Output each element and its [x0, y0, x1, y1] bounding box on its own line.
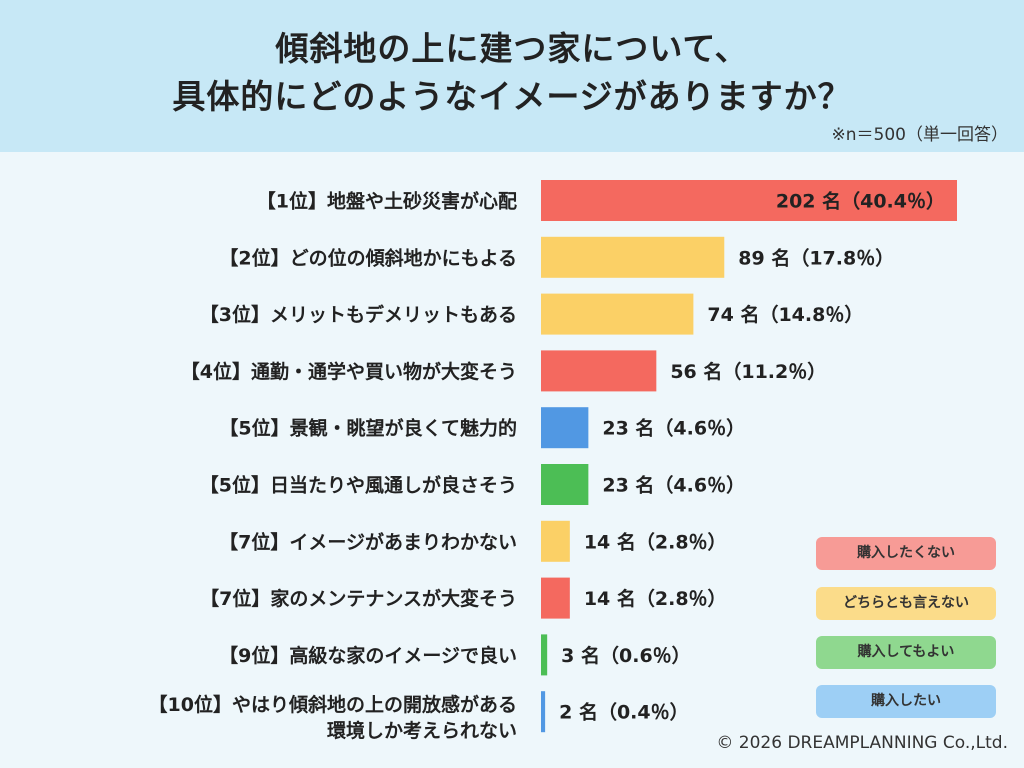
- value-label-3: 74 名（14.8％）: [707, 303, 863, 326]
- value-label-1: 202 名（40.4％）: [776, 190, 945, 213]
- copyright: © 2026 DREAMPLANNING Co.,Ltd.: [716, 733, 1008, 753]
- category-label-5: 【5位】景観・眺望が良くて魅力的: [219, 417, 517, 440]
- bar-10: [541, 691, 546, 733]
- category-label-6: 【5位】日当たりや風通しが良さそう: [200, 474, 517, 497]
- category-label-7: 【7位】イメージがあまりわかない: [219, 530, 517, 553]
- value-label-6: 23 名（4.6％）: [602, 474, 745, 497]
- chart-title-line-2: 具体的にどのようなイメージがありますか？: [172, 77, 852, 116]
- bar-1: [541, 180, 957, 221]
- bar-6: [541, 464, 589, 505]
- bar-7: [541, 520, 570, 562]
- category-label-4: 【4位】通勤・通学や買い物が大変そう: [181, 360, 517, 383]
- value-label-9: 3 名（0.6％）: [561, 644, 691, 667]
- value-label-7: 14 名（2.8％）: [584, 530, 727, 553]
- legend-item-undecided: どちらとも言えない: [816, 587, 996, 620]
- bar-3: [541, 293, 694, 335]
- legend-item-do-not-want: 購入したくない: [816, 537, 996, 570]
- value-label-10: 2 名（0.4％）: [559, 701, 689, 724]
- header: 傾斜地の上に建つ家について、 具体的にどのようなイメージがありますか？ ※n＝5…: [0, 0, 1024, 152]
- bar-5: [541, 407, 589, 449]
- bar-8: [541, 577, 570, 619]
- value-label-2: 89 名（17.8％）: [738, 246, 894, 269]
- chart-title-line-1: 傾斜地の上に建つ家について、: [275, 29, 749, 68]
- category-label-8: 【7位】家のメンテナンスが大変そう: [200, 587, 517, 610]
- bar-4: [541, 350, 657, 392]
- legend-item-ok-to-buy: 購入してもよい: [816, 636, 996, 669]
- value-label-5: 23 名（4.6％）: [602, 417, 745, 440]
- bar-2: [541, 236, 725, 278]
- value-label-8: 14 名（2.8％）: [584, 587, 727, 610]
- value-label-4: 56 名（11.2％）: [670, 360, 826, 383]
- category-label-9: 【9位】高級な家のイメージで良い: [219, 644, 517, 667]
- bar-9: [541, 634, 548, 676]
- category-label-2: 【2位】どの位の傾斜地かにもよる: [219, 246, 517, 269]
- sample-note: ※n＝500（単一回答）: [831, 125, 1008, 145]
- category-label-1: 【1位】地盤や土砂災害が心配: [257, 190, 517, 213]
- category-label-3: 【3位】メリットもデメリットもある: [200, 303, 517, 326]
- category-label-10-line-1: 【10位】やはり傾斜地の上の開放感がある: [149, 693, 517, 716]
- category-label-10-line-2: 環境しか考えられない: [327, 719, 517, 742]
- legend-item-want-to-buy: 購入したい: [816, 685, 996, 718]
